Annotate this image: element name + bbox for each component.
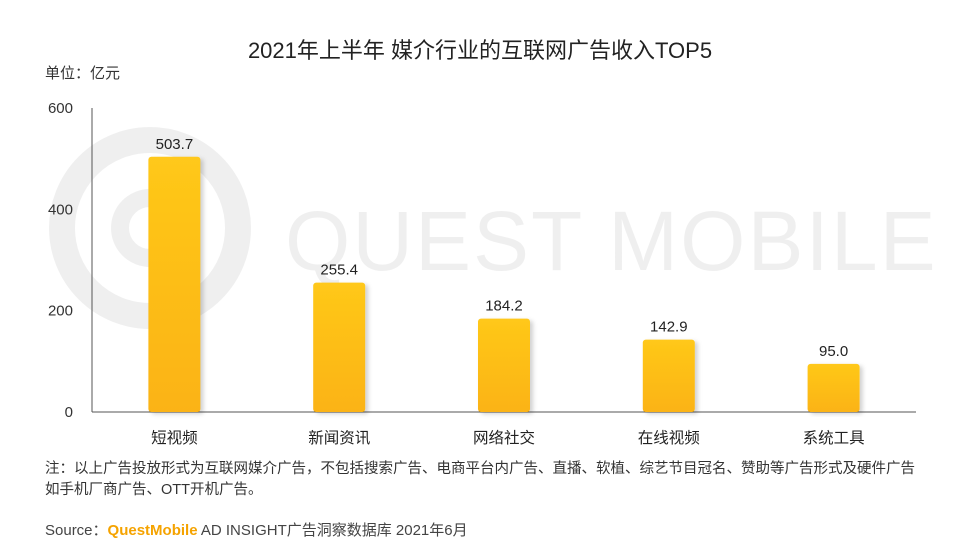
x-tick-label: 在线视频: [638, 429, 700, 447]
source-prefix: Source：: [45, 522, 108, 539]
source-brand: QuestMobile: [107, 522, 198, 539]
y-tick-label: 200: [48, 303, 73, 320]
x-tick-label: 网络社交: [473, 429, 535, 447]
bar-value-label: 95.0: [819, 343, 848, 360]
y-tick-label: 0: [65, 404, 73, 421]
y-tick-label: 600: [48, 100, 73, 117]
bar-value-label: 503.7: [156, 136, 194, 153]
watermark-text: QUEST MOBILE: [285, 194, 938, 288]
source-database: AD INSIGHT广告洞察数据库 2021年6月: [197, 522, 468, 539]
bar: [313, 282, 366, 412]
footnote: 注：以上广告投放形式为互联网媒介广告，不包括搜索广告、电商平台内广告、直播、软植…: [45, 461, 915, 498]
source-line: Source：QuestMobile AD INSIGHT广告洞察数据库 202…: [45, 519, 468, 540]
bar: [148, 156, 201, 412]
bar-value-label: 255.4: [320, 262, 358, 279]
bar: [478, 318, 530, 412]
chart-title: 2021年上半年 媒介行业的互联网广告收入TOP5: [247, 38, 713, 63]
bar: [642, 339, 695, 412]
x-tick-label: 新闻资讯: [308, 429, 370, 447]
watermark: QUEST MOBILE: [49, 127, 938, 329]
bar: [807, 363, 860, 412]
x-tick-label: 短视频: [151, 429, 198, 447]
bar-value-label: 142.9: [650, 319, 688, 336]
bar-value-label: 184.2: [485, 298, 523, 315]
y-tick-label: 400: [48, 201, 73, 218]
x-tick-label: 系统工具: [803, 429, 865, 447]
unit-label: 单位：亿元: [45, 65, 121, 82]
